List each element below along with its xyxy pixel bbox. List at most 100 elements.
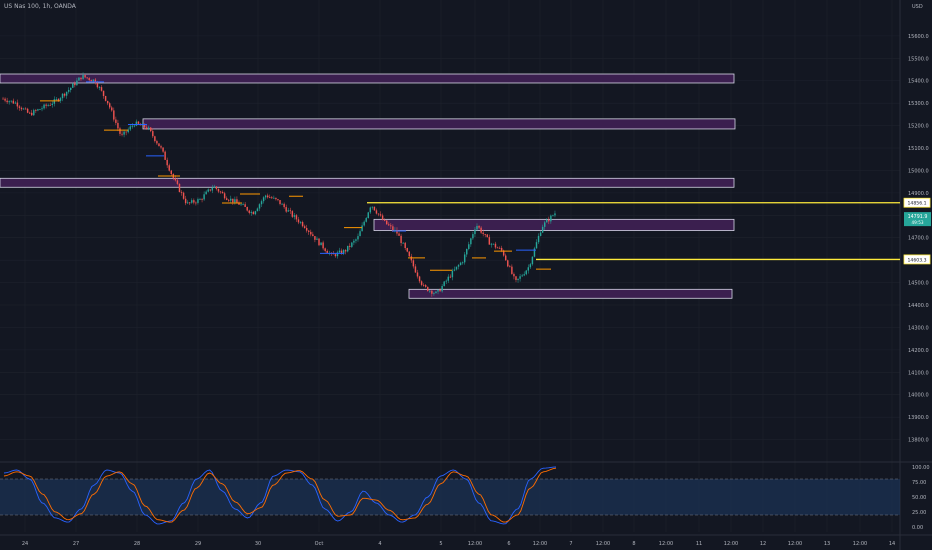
chart-title: US Nas 100, 1h, OANDA (4, 3, 76, 10)
y-tick-label: 14400.0 (908, 303, 929, 309)
last-price-tag (904, 212, 931, 227)
x-tick-label: 13 (824, 541, 830, 547)
candle-body (74, 83, 76, 86)
candle-body (240, 204, 242, 206)
candle-body (150, 127, 152, 132)
candle-body (8, 101, 10, 103)
candle-body (308, 230, 310, 232)
candle-body (429, 290, 431, 292)
candle-body (123, 131, 125, 135)
candle-body (367, 212, 369, 219)
x-tick-label: 12 (760, 541, 766, 547)
candle-body (418, 276, 421, 282)
candle-body (135, 121, 138, 126)
candle-body (437, 289, 439, 292)
candle-body (511, 266, 513, 274)
candle-body (451, 270, 454, 278)
candle-body (51, 103, 53, 105)
candle-body (106, 100, 109, 104)
candle-body (424, 285, 427, 287)
candle-body (125, 131, 127, 133)
candle-body (377, 213, 380, 215)
x-tick-label: 28 (134, 541, 140, 547)
candle-body (396, 229, 398, 234)
candle-body (67, 89, 70, 92)
stoch-y-tick-label: 25.00 (912, 510, 926, 516)
candle-body (189, 202, 191, 204)
candle-body (379, 214, 382, 216)
candle-body (478, 225, 480, 228)
candle-body (35, 110, 37, 111)
y-tick-label: 15500.0 (908, 56, 929, 62)
candle-body (365, 218, 367, 222)
candle-body (502, 250, 505, 256)
candle-body (98, 87, 101, 88)
candle-body (225, 198, 228, 200)
candle-body (303, 226, 306, 228)
candle-body (543, 222, 546, 227)
candle-body (53, 99, 56, 104)
supply-demand-zone (0, 177, 735, 188)
candle-body (129, 126, 131, 130)
candle-body (176, 180, 179, 184)
candle-body (480, 227, 482, 233)
candle-body (431, 290, 433, 294)
candle-body (375, 210, 378, 214)
candle-body (104, 96, 107, 101)
candle-body (338, 250, 341, 253)
candle-body (527, 267, 530, 271)
candle-body (131, 125, 134, 127)
candle-body (408, 251, 411, 257)
x-tick-label: 4 (378, 541, 381, 547)
candle-body (505, 255, 507, 261)
candle-body (443, 281, 445, 287)
candle-body (310, 231, 312, 235)
candle-body (100, 87, 103, 91)
candle-body (531, 256, 534, 265)
candle-body (12, 100, 15, 104)
candle-body (201, 199, 203, 200)
candle-body (539, 232, 542, 236)
candle-body (355, 239, 357, 241)
candle-body (55, 99, 58, 100)
candle-body (404, 242, 406, 249)
level-price-label: 14603.3 (908, 257, 927, 263)
candle-body (154, 136, 156, 142)
last-price-label: 14791.9 (908, 214, 928, 220)
supply-demand-zone (142, 118, 736, 130)
candle-body (297, 219, 300, 223)
candle-body (420, 281, 423, 285)
x-tick-label: 12:00 (533, 541, 547, 547)
candle-body (78, 77, 80, 81)
candle-body (474, 229, 476, 235)
candle-body (349, 245, 351, 247)
candle-body (193, 200, 195, 203)
x-tick-label: 11 (696, 541, 702, 547)
candle-body (156, 141, 158, 144)
candle-body (186, 202, 189, 204)
candle-body (369, 207, 372, 213)
candle-body (117, 122, 119, 129)
candle-body (422, 284, 425, 286)
candle-body (316, 238, 318, 240)
candle-body (457, 265, 460, 267)
candle-body (353, 240, 355, 243)
candle-body (182, 192, 185, 199)
candle-body (351, 242, 353, 247)
candle-body (31, 112, 33, 116)
candle-body (258, 204, 261, 209)
candle-body (498, 247, 501, 249)
candle-body (119, 128, 121, 134)
candle-body (33, 110, 35, 116)
x-tick-label: 12:00 (724, 541, 738, 547)
x-tick-label: 12:00 (853, 541, 867, 547)
candle-body (160, 146, 162, 148)
stoch-d-line (3, 467, 557, 523)
candle-body (381, 215, 384, 220)
currency-label: USD (912, 4, 923, 10)
supply-demand-zone (408, 288, 733, 299)
candle-body (121, 133, 123, 135)
candle-body (535, 242, 538, 249)
candle-body (427, 286, 429, 292)
